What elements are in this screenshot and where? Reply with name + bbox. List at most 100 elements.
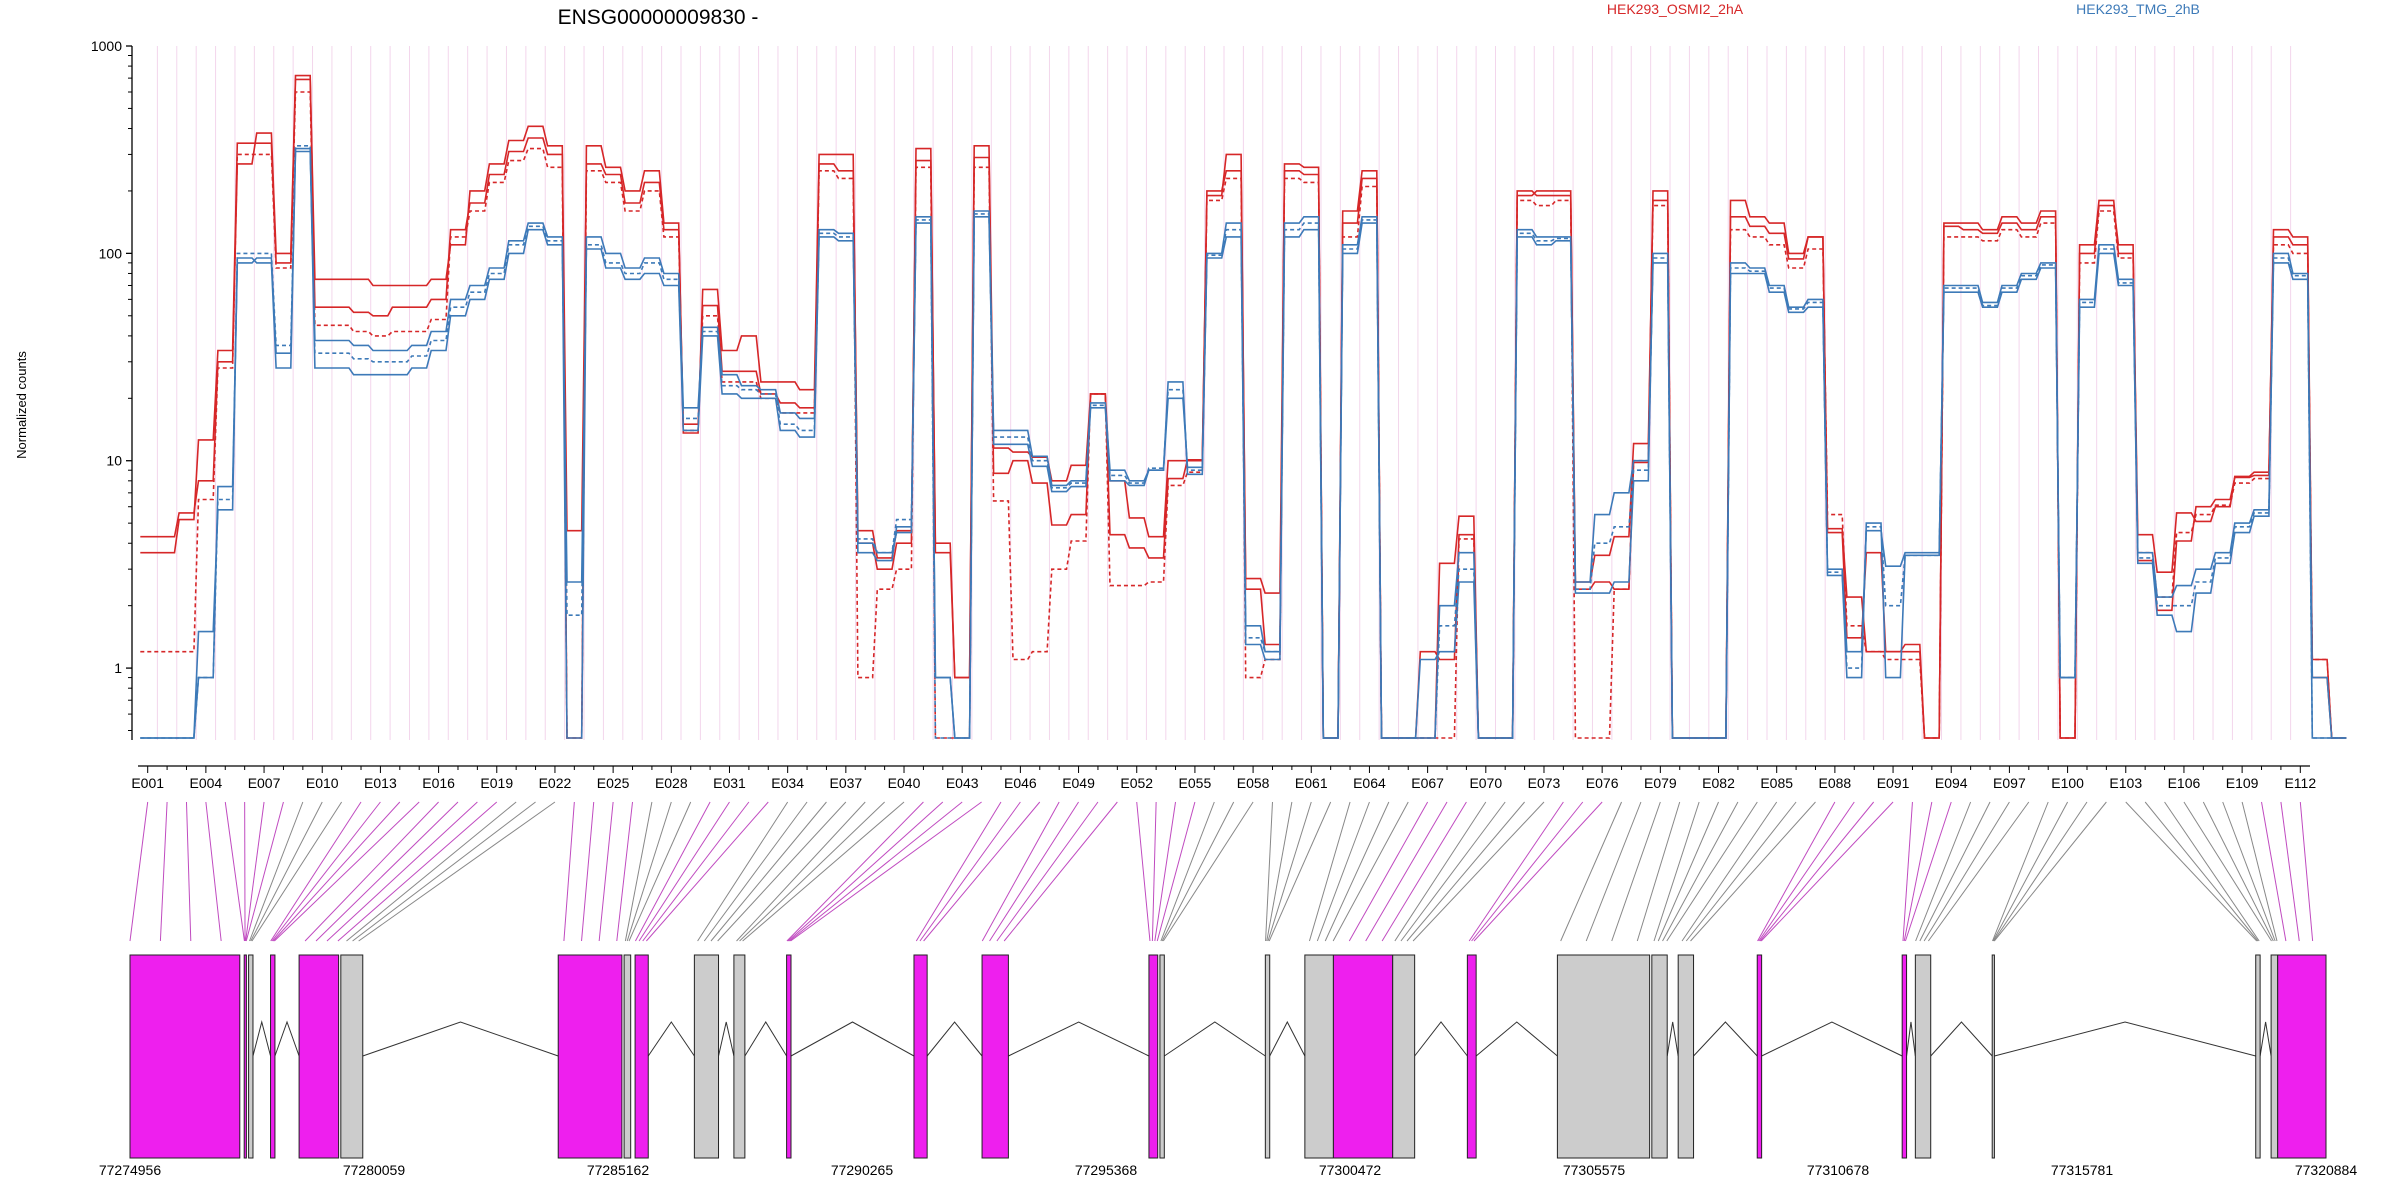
- connector-line: [1003, 801, 1118, 942]
- connector-line: [915, 801, 1002, 942]
- x-tick-label: E085: [1760, 775, 1793, 791]
- connector-line: [337, 801, 498, 942]
- x-tick-label: E088: [1819, 775, 1852, 791]
- x-tick-label: E079: [1644, 775, 1677, 791]
- connector-line: [563, 801, 575, 942]
- x-tick-label: E091: [1877, 775, 1910, 791]
- connector-line: [1348, 801, 1429, 942]
- intron-line: [1269, 1020, 1306, 1057]
- connector-line: [1473, 801, 1603, 942]
- intron-line: [744, 1021, 788, 1057]
- connector-line: [634, 801, 711, 942]
- connector-line: [786, 801, 924, 942]
- connector-line: [1666, 801, 1758, 942]
- legend-label-tmg: HEK293_TMG_2hB: [2076, 1, 2200, 17]
- intron-line: [1008, 1021, 1150, 1057]
- connector-line: [1400, 801, 1506, 942]
- connector-line: [1653, 801, 1700, 942]
- intron-line: [647, 1021, 695, 1057]
- exon-block: [1304, 954, 1334, 1159]
- intron-line: [718, 1021, 735, 1057]
- connector-line: [2280, 801, 2300, 942]
- intron-line: [252, 1020, 272, 1057]
- series-line-osmi2: [140, 91, 2347, 739]
- x-tick-label: E040: [888, 775, 921, 791]
- exon-block: [786, 954, 792, 1159]
- exon-block: [1556, 954, 1651, 1159]
- connector-line: [1560, 801, 1623, 942]
- y-tick-label: 100: [99, 245, 123, 261]
- x-tick-label: E064: [1353, 775, 1386, 791]
- connector-line: [616, 801, 634, 942]
- connector-line: [1690, 801, 1816, 942]
- connector-line: [1412, 801, 1545, 942]
- x-tick-label: E037: [829, 775, 862, 791]
- connector-line: [598, 801, 614, 942]
- intron-line: [1693, 1021, 1758, 1057]
- x-tick-label: E067: [1411, 775, 1444, 791]
- connector-line: [989, 801, 1079, 942]
- genomic-coordinate-label: 77320884: [2295, 1162, 2358, 1178]
- connector-line: [1332, 801, 1409, 942]
- gene-model: [129, 954, 2327, 1159]
- connector-line: [626, 801, 672, 942]
- connector-line: [1685, 801, 1797, 942]
- connector-line: [790, 801, 982, 942]
- connector-line: [2125, 801, 2258, 942]
- connector-line: [742, 801, 905, 942]
- connector-line: [185, 801, 192, 942]
- x-tick-label: E055: [1179, 775, 1212, 791]
- intron-line: [1164, 1021, 1266, 1057]
- exon-block: [298, 954, 340, 1159]
- exon-block: [557, 954, 623, 1159]
- x-tick-label: E100: [2051, 775, 2084, 791]
- x-tick-label: E076: [1586, 775, 1619, 791]
- x-tick-label: E103: [2109, 775, 2142, 791]
- y-axis-label: Normalized counts: [14, 351, 29, 459]
- connector-line: [1365, 801, 1448, 942]
- series-line-tmg: [140, 145, 2347, 739]
- connector-line: [787, 801, 944, 942]
- x-tick-label: E001: [131, 775, 164, 791]
- exon-block: [2277, 954, 2327, 1159]
- connector-line: [1265, 801, 1273, 942]
- exon-block: [1392, 954, 1416, 1159]
- connector-line: [346, 801, 517, 942]
- connector-line: [919, 801, 1021, 942]
- exon-block: [1159, 954, 1165, 1159]
- connector-line: [1993, 801, 2088, 942]
- x-tick-label: E028: [655, 775, 688, 791]
- y-tick-label: 1000: [91, 38, 122, 54]
- connector-line: [129, 801, 149, 942]
- genomic-coordinate-label: 77300472: [1319, 1162, 1382, 1178]
- intron-line: [1994, 1021, 2256, 1057]
- exon-connector-lines: [129, 801, 2314, 942]
- exon-block: [733, 954, 746, 1159]
- y-tick-label: 1: [114, 660, 122, 676]
- connector-line: [1266, 801, 1293, 942]
- intron-line: [1930, 1021, 1993, 1057]
- exon-block: [340, 954, 364, 1159]
- connector-line: [270, 801, 362, 942]
- connector-line: [249, 801, 304, 942]
- exon-block: [2270, 954, 2279, 1159]
- connector-line: [1308, 801, 1351, 942]
- connector-line: [1927, 801, 2030, 942]
- connector-line: [1681, 801, 1778, 942]
- x-tick-label: E019: [480, 775, 513, 791]
- connector-line: [981, 801, 1060, 942]
- x-tick-label: E034: [771, 775, 804, 791]
- genomic-axis: 77274956 77280059 77285162 77290265 77295368…: [99, 1162, 2358, 1178]
- connector-line: [1468, 801, 1564, 942]
- connector-line: [1992, 801, 2069, 942]
- connector-line: [1657, 801, 1719, 942]
- connector-line: [1136, 801, 1151, 942]
- x-tick-label: E007: [248, 775, 281, 791]
- exon-block: [634, 954, 649, 1159]
- connector-line: [1992, 801, 2049, 942]
- x-tick-label: E094: [1935, 775, 1968, 791]
- x-tick-label: E097: [1993, 775, 2026, 791]
- connector-line: [624, 801, 653, 942]
- connector-line: [2144, 801, 2259, 942]
